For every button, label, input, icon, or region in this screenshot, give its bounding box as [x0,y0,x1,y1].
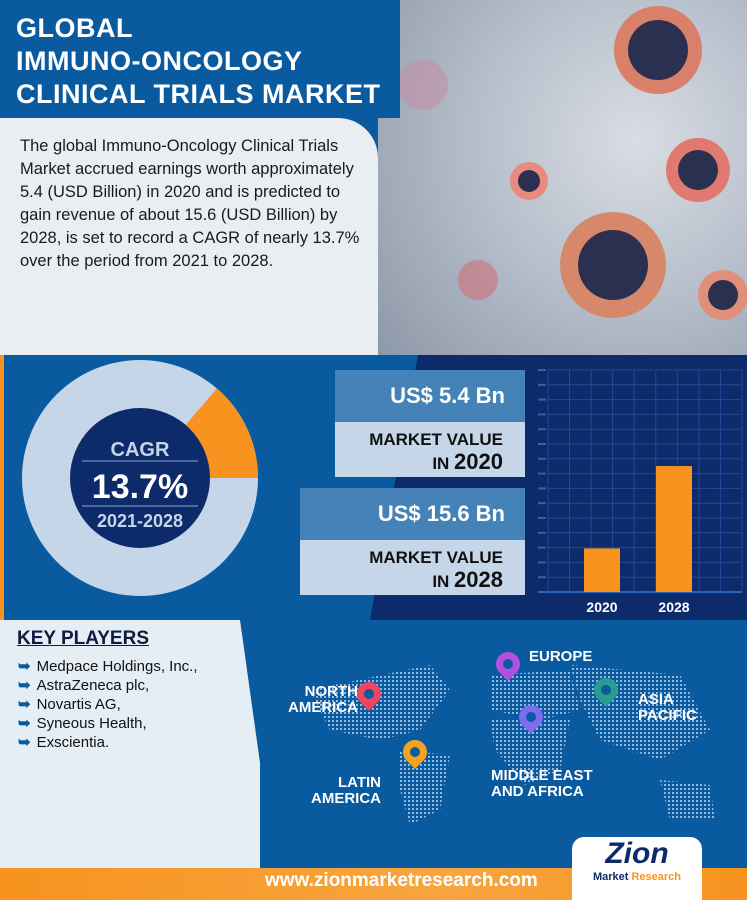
region-europe: EUROPE [529,649,592,665]
key-player-item: ➥ Exscientia. [18,733,198,752]
title-panel [0,0,400,118]
x-tick-label: 2020 [586,599,617,615]
bar-chart: 2020 2028 [538,369,743,615]
cagr-donut: CAGR 13.7% 2021-2028 [22,360,258,596]
intro-text: The global Immuno-Oncology Clinical Tria… [20,137,360,270]
value-year: 2020 [454,449,503,474]
key-players-title: KEY PLAYERS [17,628,149,649]
page-title: GLOBAL IMMUNO-ONCOLOGY CLINICAL TRIALS M… [16,12,380,111]
region-text: AMERICA [311,790,381,807]
cancer-cells-image [378,0,747,355]
value-amount: US$ 5.4 Bn [335,370,525,422]
key-player-name: Exscientia. [36,734,110,751]
intro-panel: The global Immuno-Oncology Clinical Tria… [0,118,378,355]
key-player-name: Medpace Holdings, Inc., [36,658,198,675]
dotted-map-graphic [310,665,715,825]
key-players-list: ➥ Medpace Holdings, Inc., ➥ AstraZeneca plc… [18,657,198,752]
value-prefix: IN [432,454,450,473]
arrow-icon: ➥ [18,696,31,713]
value-prefix: IN [432,572,450,591]
logo-sub-a: Market [592,871,629,883]
region-text: AND AFRICA [491,783,584,800]
bar-2028 [656,466,692,592]
key-player-name: Novartis AG, [36,696,121,713]
arrow-icon: ➥ [18,658,31,675]
region-text: MIDDLE EAST [491,767,593,784]
logo-sub: Market Research [572,871,702,883]
website-link[interactable]: www.zionmarketresearch.com [265,870,538,891]
region-text: EUROPE [529,648,593,665]
zion-logo: Zion Market Research [572,837,702,900]
title-line: IMMUNO-ONCOLOGY [16,46,303,76]
logo-sub-b: Research [631,871,682,883]
key-player-name: AstraZeneca plc, [36,677,150,694]
donut-cagr-slice [184,388,258,478]
region-middle-east-africa: MIDDLE EAST AND AFRICA [491,768,593,800]
bar-2020 [584,548,620,592]
title-line: CLINICAL TRIALS MARKET [16,79,381,109]
value-label-text: MARKET VALUE [369,430,503,449]
value-label: MARKET VALUE IN 2028 [300,540,525,595]
key-players-panel: KEY PLAYERS ➥ Medpace Holdings, Inc., ➥ Ast… [0,620,260,870]
arrow-icon: ➥ [18,715,31,732]
cagr-label: CAGR [111,439,170,461]
title-line: GLOBAL [16,13,133,43]
value-card-2028: US$ 15.6 Bn MARKET VALUE IN 2028 [300,488,525,595]
x-tick-label: 2028 [658,599,689,615]
cagr-panel: CAGR 13.7% 2021-2028 [0,355,400,620]
region-text: AMERICA [288,699,358,716]
key-player-item: ➥ AstraZeneca plc, [18,676,198,695]
value-year: 2028 [454,567,503,592]
region-text: LATIN [337,774,381,791]
logo-main: Zion [605,837,669,870]
arrow-icon: ➥ [18,677,31,694]
region-text: NORTH [304,683,358,700]
arrow-icon: ➥ [18,734,31,751]
key-player-item: ➥ Syneous Health, [18,714,198,733]
region-text: ASIA [638,691,674,708]
donut-center [70,408,210,548]
key-player-item: ➥ Medpace Holdings, Inc., [18,657,198,676]
cagr-value: 13.7% [92,468,188,506]
key-player-item: ➥ Novartis AG, [18,695,198,714]
value-amount: US$ 15.6 Bn [300,488,525,540]
value-label-text: MARKET VALUE [369,548,503,567]
value-card-2020: US$ 5.4 Bn MARKET VALUE IN 2020 [335,370,525,477]
region-latin-america: LATIN AMERICA [311,775,381,807]
key-player-name: Syneous Health, [36,715,147,732]
region-asia-pacific: ASIA PACIFIC [638,692,697,724]
region-text: PACIFIC [638,707,697,724]
world-map: NORTH AMERICA EUROPE ASIA PACIFIC LATIN AME… [240,620,747,870]
value-label: MARKET VALUE IN 2020 [335,422,525,477]
region-north-america: NORTH AMERICA [288,684,358,716]
cagr-period: 2021-2028 [97,511,183,531]
